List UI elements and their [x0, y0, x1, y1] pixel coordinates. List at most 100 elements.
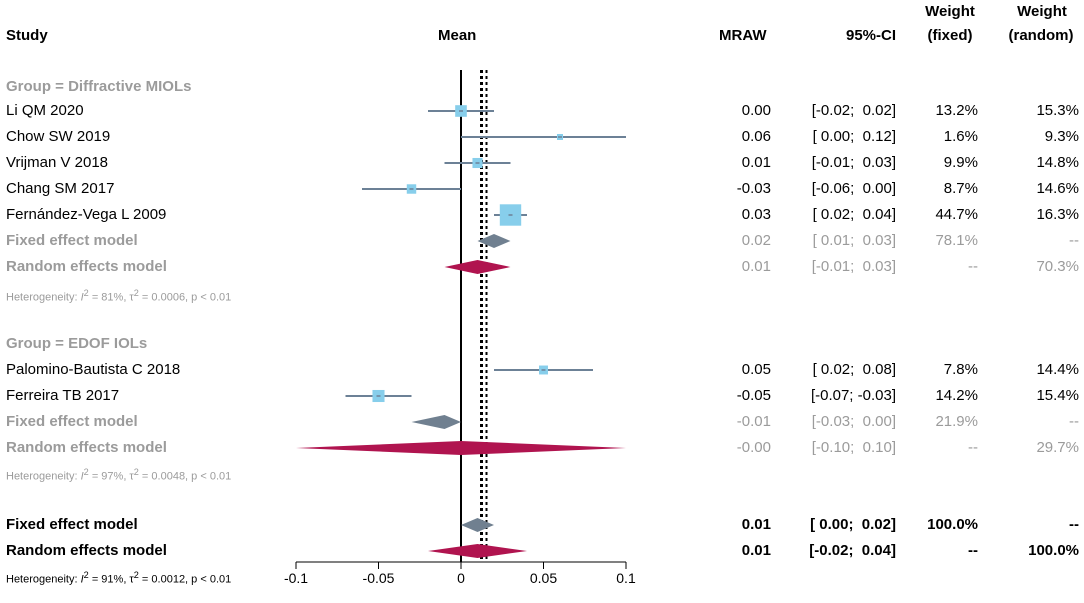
het-prefix: Heterogeneity: — [6, 470, 81, 483]
x-tick-label: 0.05 — [529, 570, 558, 586]
row-mraw: 0.05 — [741, 361, 771, 378]
row-label: Random effects model — [6, 439, 167, 456]
row-mraw: 0.06 — [741, 128, 771, 145]
x-tick-label: 0.1 — [616, 570, 636, 586]
row-ci: [-0.06; 0.00] — [811, 180, 896, 197]
row-weight-fixed: 9.9% — [943, 154, 978, 171]
fixed-effect-diamond — [477, 234, 511, 248]
het-i: I — [80, 573, 84, 586]
het-prefix: Heterogeneity: — [6, 291, 81, 304]
row-ci: [-0.07; -0.03] — [810, 387, 896, 404]
row-ci: [-0.02; 0.02] — [811, 102, 896, 119]
header-weight-fixed-2: (fixed) — [927, 27, 973, 44]
row-weight-fixed: 44.7% — [935, 206, 978, 223]
het-i: I — [80, 470, 84, 483]
row-label: Fixed effect model — [6, 232, 138, 249]
row-weight-fixed: 1.6% — [943, 128, 978, 145]
het-sup2: 2 — [133, 288, 139, 298]
header-ci: 95%-CI — [846, 27, 897, 44]
header-weight-fixed-1: Weight — [925, 3, 975, 20]
header-weight-random-2: (random) — [1008, 27, 1074, 44]
row-mraw: 0.01 — [741, 516, 771, 533]
het-rest: = 91%, τ — [88, 573, 134, 586]
het-prefix: Heterogeneity: — [6, 573, 81, 586]
row-weight-fixed: 7.8% — [943, 361, 978, 378]
row-weight-random: 9.3% — [1044, 128, 1079, 145]
group-title-edof: Group = EDOF IOLs — [6, 335, 148, 352]
heterogeneity-diffractive: Heterogeneity: I2 = 81%, τ2 = 0.0006, p … — [6, 288, 231, 304]
fixed-effect-diamond — [461, 518, 494, 532]
header-mraw: MRAW — [719, 27, 767, 44]
row-label: Fixed effect model — [6, 413, 138, 430]
row-label: Random effects model — [6, 542, 167, 559]
row-ci: [-0.01; 0.03] — [811, 154, 896, 171]
row-weight-fixed: -- — [968, 258, 978, 275]
row-weight-fixed: 21.9% — [935, 413, 978, 430]
fixed-effect-diamond — [411, 415, 461, 429]
het-sup: 2 — [83, 467, 89, 477]
het-rest2: = 0.0048, p < 0.01 — [138, 470, 232, 483]
het-sup2: 2 — [133, 467, 139, 477]
row-weight-random: 14.4% — [1036, 361, 1079, 378]
row-mraw: 0.01 — [741, 154, 771, 171]
row-label: Ferreira TB 2017 — [6, 387, 120, 404]
row-weight-fixed: 13.2% — [935, 102, 978, 119]
row-weight-random: -- — [1069, 413, 1079, 430]
het-i: I — [80, 291, 84, 304]
row-weight-random: 16.3% — [1036, 206, 1079, 223]
row-mraw: -0.03 — [736, 180, 771, 197]
row-ci: [-0.01; 0.03] — [811, 258, 896, 275]
row-ci: [-0.03; 0.00] — [811, 413, 896, 430]
row-mraw: 0.00 — [741, 102, 771, 119]
row-weight-random: 100.0% — [1028, 542, 1079, 559]
row-ci: [ 0.02; 0.04] — [812, 206, 896, 223]
row-weight-random: 14.6% — [1036, 180, 1079, 197]
row-weight-fixed: 14.2% — [935, 387, 978, 404]
row-ci: [-0.10; 0.10] — [811, 439, 896, 456]
x-tick-label: -0.1 — [283, 570, 309, 586]
row-mraw: 0.01 — [741, 258, 771, 275]
het-rest2: = 0.0012, p < 0.01 — [138, 573, 232, 586]
heterogeneity-edof: Heterogeneity: I2 = 97%, τ2 = 0.0048, p … — [6, 467, 231, 483]
row-label: Vrijman V 2018 — [6, 154, 108, 171]
row-ci: [ 0.01; 0.03] — [812, 232, 896, 249]
row-label: Chang SM 2017 — [6, 180, 115, 197]
row-weight-random: 15.3% — [1036, 102, 1079, 119]
row-weight-fixed: 8.7% — [943, 180, 978, 197]
het-rest: = 97%, τ — [88, 470, 134, 483]
row-mraw: 0.03 — [741, 206, 771, 223]
x-tick-label: -0.05 — [362, 570, 395, 586]
het-rest: = 81%, τ — [88, 291, 134, 304]
x-tick-label: 0 — [457, 570, 465, 586]
random-effects-diamond — [444, 260, 511, 274]
group-title-diffractive: Group = Diffractive MIOLs — [6, 78, 192, 95]
row-mraw: 0.02 — [741, 232, 771, 249]
row-weight-fixed: -- — [968, 542, 978, 559]
heterogeneity-overall: Heterogeneity: I2 = 91%, τ2 = 0.0012, p … — [6, 570, 231, 586]
row-weight-random: -- — [1069, 232, 1079, 249]
row-mraw: -0.05 — [736, 387, 771, 404]
row-label: Chow SW 2019 — [6, 128, 111, 145]
header-mean: Mean — [438, 27, 477, 44]
header-study: Study — [6, 27, 48, 44]
row-weight-fixed: 78.1% — [935, 232, 978, 249]
row-mraw: 0.01 — [741, 542, 771, 559]
row-weight-fixed: -- — [968, 439, 978, 456]
row-ci: [ 0.00; 0.02] — [810, 516, 896, 533]
het-sup: 2 — [83, 570, 89, 580]
row-mraw: -0.00 — [736, 439, 771, 456]
row-weight-random: 15.4% — [1036, 387, 1079, 404]
row-label: Random effects model — [6, 258, 167, 275]
random-effects-diamond — [428, 544, 527, 558]
row-label: Fernández-Vega L 2009 — [6, 206, 167, 223]
row-mraw: -0.01 — [736, 413, 771, 430]
row-ci: [ 0.00; 0.12] — [812, 128, 896, 145]
row-weight-fixed: 100.0% — [927, 516, 978, 533]
row-ci: [ 0.02; 0.08] — [812, 361, 896, 378]
het-rest2: = 0.0006, p < 0.01 — [138, 291, 232, 304]
row-label: Palomino-Bautista C 2018 — [6, 361, 181, 378]
het-sup2: 2 — [133, 570, 139, 580]
random-effects-diamond — [296, 441, 626, 455]
row-label: Li QM 2020 — [6, 102, 84, 119]
